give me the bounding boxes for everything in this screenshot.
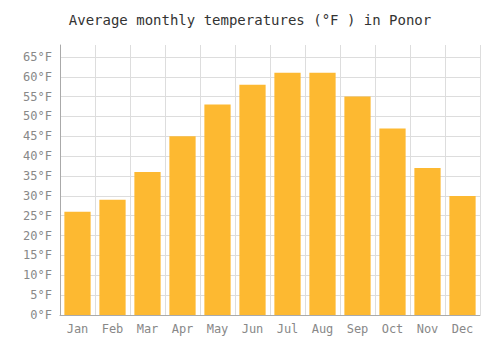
svg-text:Feb: Feb (102, 322, 124, 336)
svg-text:5°F: 5°F (30, 288, 52, 302)
svg-text:Nov: Nov (417, 322, 439, 336)
svg-text:Average monthly temperatures (: Average monthly temperatures (°F ) in Po… (69, 12, 431, 28)
svg-text:35°F: 35°F (23, 169, 52, 183)
svg-text:60°F: 60°F (23, 70, 52, 84)
svg-text:30°F: 30°F (23, 189, 52, 203)
svg-text:Jul: Jul (277, 322, 299, 336)
svg-text:Mar: Mar (137, 322, 159, 336)
svg-text:Sep: Sep (347, 322, 369, 336)
svg-text:10°F: 10°F (23, 268, 52, 282)
svg-text:50°F: 50°F (23, 109, 52, 123)
svg-text:Aug: Aug (312, 322, 334, 336)
svg-text:25°F: 25°F (23, 209, 52, 223)
svg-text:0°F: 0°F (30, 308, 52, 322)
svg-text:45°F: 45°F (23, 129, 52, 143)
svg-text:40°F: 40°F (23, 149, 52, 163)
svg-text:20°F: 20°F (23, 229, 52, 243)
svg-text:Dec: Dec (452, 322, 474, 336)
svg-text:May: May (207, 322, 229, 336)
svg-text:55°F: 55°F (23, 90, 52, 104)
svg-text:Jun: Jun (242, 322, 264, 336)
svg-text:65°F: 65°F (23, 50, 52, 64)
svg-text:Oct: Oct (382, 322, 404, 336)
svg-text:Apr: Apr (172, 322, 194, 336)
svg-text:Jan: Jan (67, 322, 89, 336)
svg-text:15°F: 15°F (23, 248, 52, 262)
